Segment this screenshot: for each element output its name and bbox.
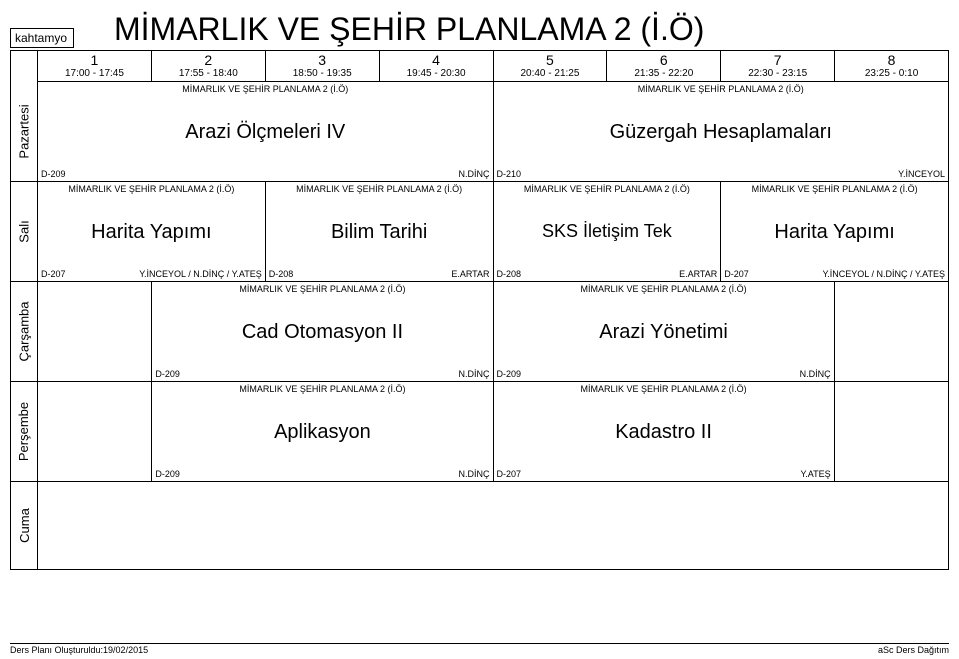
day-label-friday: Cuma	[10, 482, 38, 570]
course-kadastro: MİMARLIK VE ŞEHİR PLANLAMA 2 (İ.Ö) Kadas…	[494, 382, 835, 482]
course-arazi-olcmeleri: MİMARLIK VE ŞEHİR PLANLAMA 2 (İ.Ö) Arazi…	[38, 82, 494, 182]
course-bilim-tarihi: MİMARLIK VE ŞEHİR PLANLAMA 2 (İ.Ö) Bilim…	[266, 182, 494, 282]
course-aplikasyon: MİMARLIK VE ŞEHİR PLANLAMA 2 (İ.Ö) Aplik…	[152, 382, 493, 482]
empty-cell: ...	[38, 282, 152, 382]
empty-cell: ...	[835, 382, 949, 482]
page-title: MİMARLIK VE ŞEHİR PLANLAMA 2 (İ.Ö)	[74, 11, 949, 48]
empty-cell: ...	[835, 282, 949, 382]
period-7: 722:30 - 23:15	[721, 50, 835, 82]
period-5: 520:40 - 21:25	[494, 50, 608, 82]
period-8: 823:25 - 0:10	[835, 50, 949, 82]
course-sks: MİMARLIK VE ŞEHİR PLANLAMA 2 (İ.Ö) SKS İ…	[494, 182, 722, 282]
period-1: 117:00 - 17:45	[38, 50, 152, 82]
period-3: 318:50 - 19:35	[266, 50, 380, 82]
row-thursday: Perşembe ... MİMARLIK VE ŞEHİR PLANLAMA …	[10, 382, 949, 482]
friday-empty	[38, 482, 949, 570]
empty-cell: ...	[38, 382, 152, 482]
day-label-tuesday: Salı	[10, 182, 38, 282]
footer: Ders Planı Oluşturuldu:19/02/2015 aSc De…	[10, 643, 949, 655]
day-label-wednesday: Çarşamba	[10, 282, 38, 382]
period-header-row: 117:00 - 17:45 217:55 - 18:40 318:50 - 1…	[10, 50, 949, 82]
row-monday: Pazartesi MİMARLIK VE ŞEHİR PLANLAMA 2 (…	[10, 82, 949, 182]
period-2: 217:55 - 18:40	[152, 50, 266, 82]
course-arazi-yonetimi: MİMARLIK VE ŞEHİR PLANLAMA 2 (İ.Ö) Arazi…	[494, 282, 835, 382]
footer-generated-date: Ders Planı Oluşturuldu:19/02/2015	[10, 645, 148, 655]
school-code-label: kahtamyo	[10, 28, 74, 48]
course-guzergah: MİMARLIK VE ŞEHİR PLANLAMA 2 (İ.Ö) Güzer…	[494, 82, 950, 182]
period-4: 419:45 - 20:30	[380, 50, 494, 82]
row-tuesday: Salı MİMARLIK VE ŞEHİR PLANLAMA 2 (İ.Ö) …	[10, 182, 949, 282]
course-harita-2: MİMARLIK VE ŞEHİR PLANLAMA 2 (İ.Ö) Harit…	[721, 182, 949, 282]
day-label-thursday: Perşembe	[10, 382, 38, 482]
row-wednesday: Çarşamba ... MİMARLIK VE ŞEHİR PLANLAMA …	[10, 282, 949, 382]
course-harita-1: MİMARLIK VE ŞEHİR PLANLAMA 2 (İ.Ö) Harit…	[38, 182, 266, 282]
period-6: 621:35 - 22:20	[607, 50, 721, 82]
day-label-monday: Pazartesi	[10, 82, 38, 182]
row-friday: Cuma	[10, 482, 949, 570]
footer-software: aSc Ders Dağıtım	[878, 645, 949, 655]
course-cad-otomasyon: MİMARLIK VE ŞEHİR PLANLAMA 2 (İ.Ö) Cad O…	[152, 282, 493, 382]
